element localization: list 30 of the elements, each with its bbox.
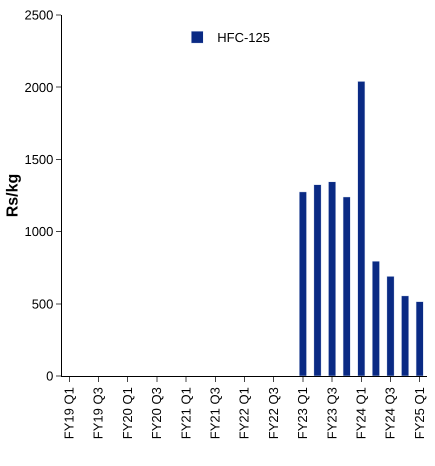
- bar: [342, 196, 351, 376]
- bar: [401, 296, 409, 376]
- y-tick-label: 500: [32, 296, 54, 312]
- x-tick-label: FY20 Q1: [120, 387, 135, 440]
- bar: [328, 182, 336, 376]
- bar: [314, 184, 322, 376]
- x-tick-label: FY19 Q3: [90, 387, 106, 440]
- x-tick-label: FY21 Q3: [208, 387, 223, 440]
- y-tick-label: 1000: [24, 224, 54, 240]
- y-axis-title: Rs/kg: [4, 174, 22, 218]
- bar: [299, 192, 307, 376]
- y-tick-label: 1500: [24, 152, 54, 167]
- x-tick-label: FY24 Q1: [354, 387, 369, 440]
- x-tick-label: FY21 Q1: [178, 387, 194, 440]
- bar: [416, 301, 424, 376]
- y-tick-label: 2000: [24, 80, 54, 95]
- x-tick-label: FY22 Q3: [266, 387, 281, 440]
- bar: [372, 260, 380, 376]
- x-tick-label: FY24 Q3: [382, 387, 398, 440]
- x-tick-label: FY22 Q1: [236, 387, 252, 440]
- legend-label: HFC-125: [217, 30, 270, 46]
- y-tick-label: 2500: [24, 8, 54, 23]
- bar: [357, 81, 366, 376]
- x-tick-label: FY23 Q1: [295, 387, 310, 440]
- x-tick-label: FY25 Q1: [412, 387, 427, 440]
- y-tick-label: 0: [46, 368, 54, 384]
- x-tick-label: FY20 Q3: [149, 387, 164, 440]
- x-tick-label: FY19 Q1: [62, 387, 77, 440]
- bar: [386, 276, 394, 376]
- x-tick-label: FY23 Q3: [324, 387, 340, 440]
